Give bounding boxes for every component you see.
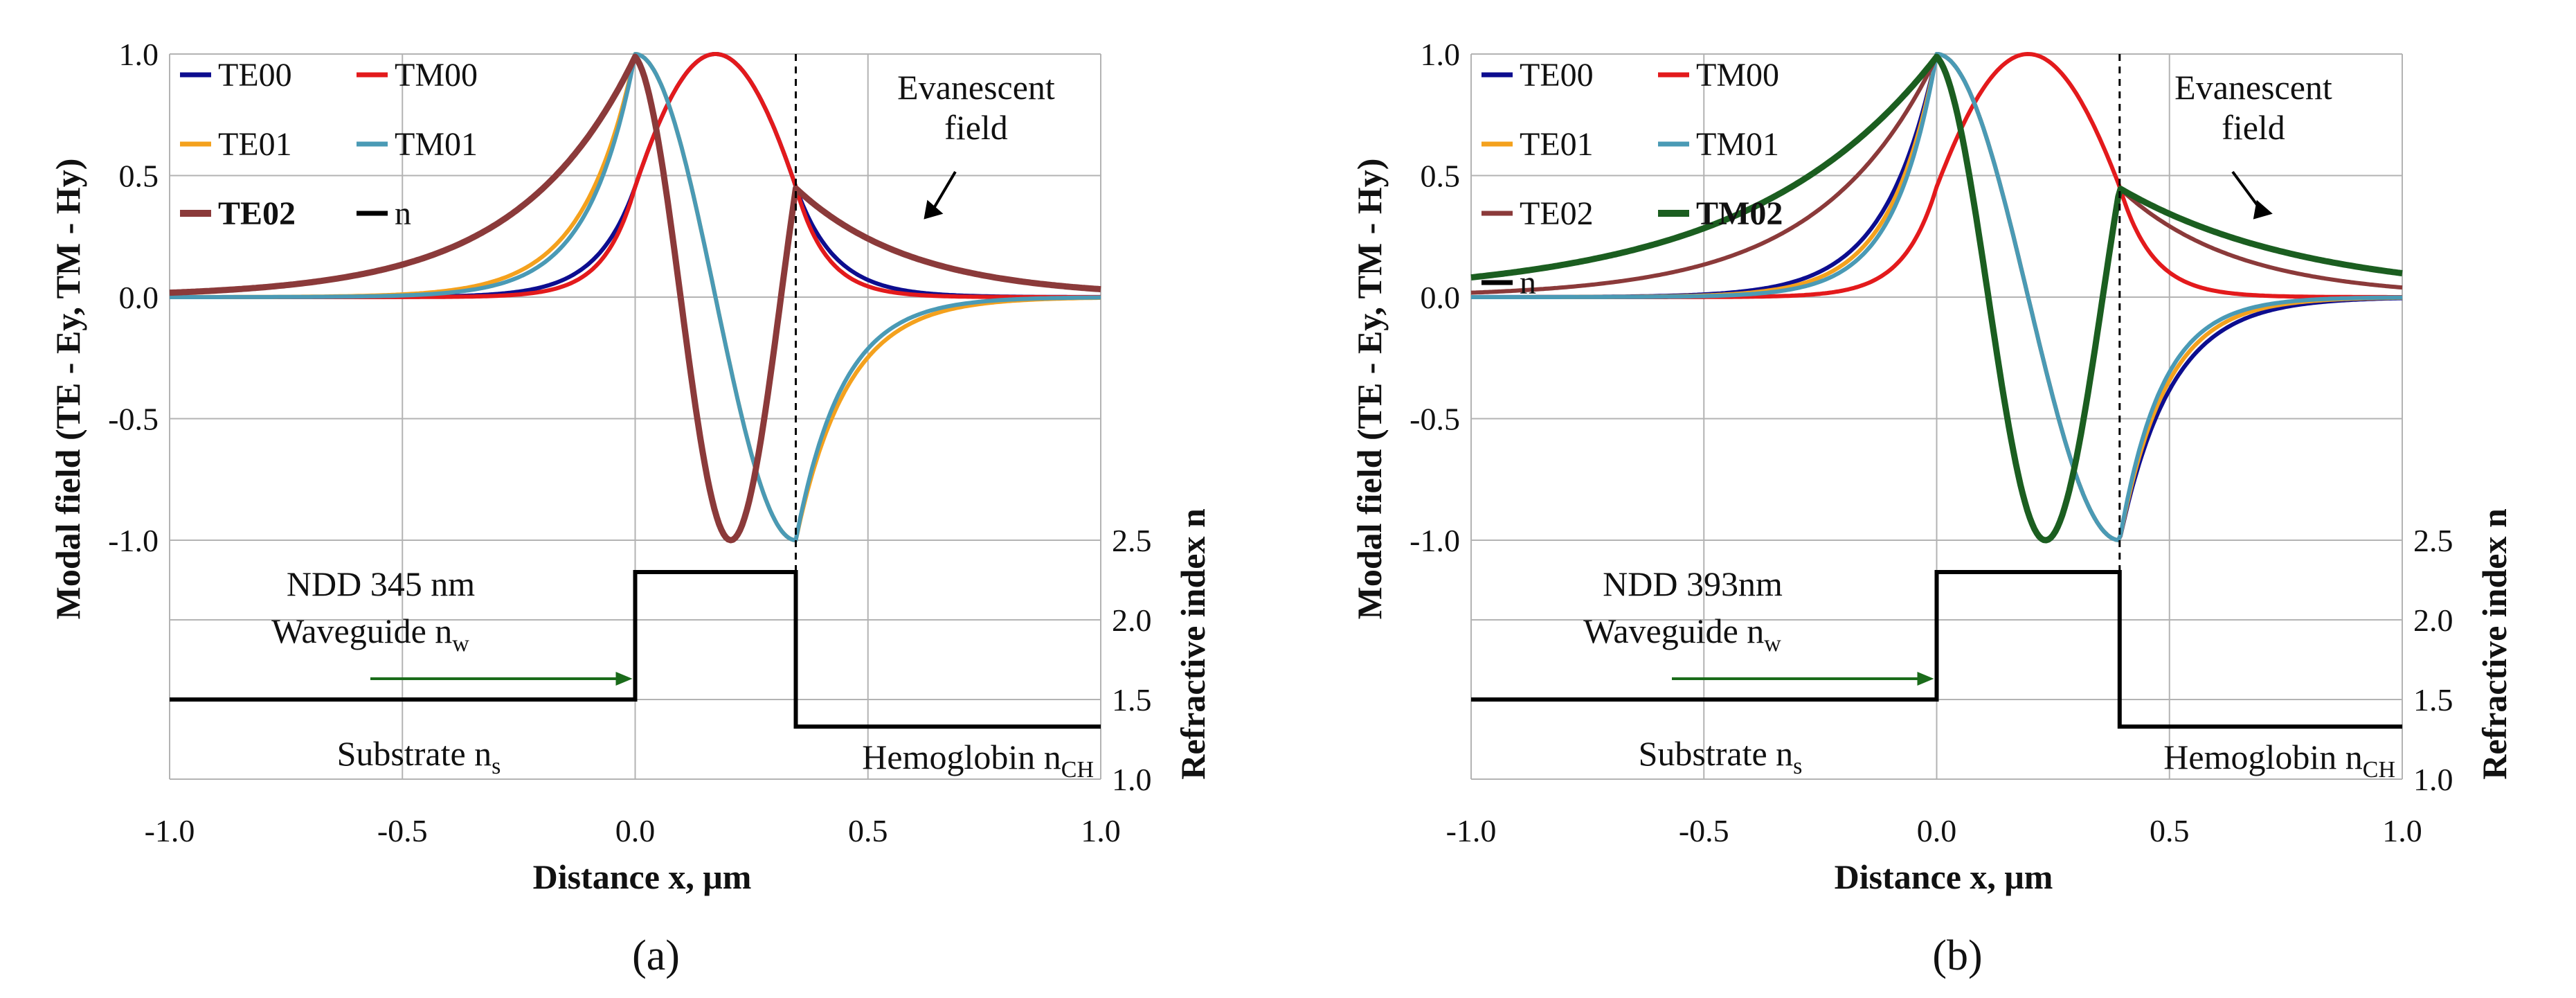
substrate-label: Substrate ns [1639, 734, 1803, 779]
series-line-tm02 [1470, 53, 2404, 544]
legend-label-tm01: TM01 [395, 126, 478, 163]
y2-axis-label: Refractive index n [2475, 508, 2514, 780]
ndd-label: NDD 393nm [1603, 564, 1783, 603]
y2-tick-label: 2.5 [2413, 523, 2453, 558]
hemoglobin-subscript: CH [2363, 757, 2395, 783]
evanescent-annotation: Evanescent field [897, 68, 1055, 220]
evanescent-label-line: Evanescent [897, 68, 1055, 107]
ndd-label: NDD 345 nm [287, 564, 475, 603]
y-axis-label: Modal field (TE - Ey, TM - Hy) [1350, 159, 1389, 620]
evanescent-label-line: Evanescent [2174, 68, 2332, 107]
waveguide-subscript: w [452, 631, 469, 657]
evanescent-label-line: field [2222, 108, 2285, 147]
waveguide-label: Waveguide nw [271, 612, 469, 657]
evanescent-label: Evanescent field [897, 68, 1055, 147]
y-tick-label: 0.5 [119, 159, 159, 194]
legend-label-te02: TE02 [218, 195, 296, 232]
evanescent-annotation: Evanescent field [2174, 68, 2332, 220]
substrate-label: Substrate ns [337, 734, 501, 779]
chart-panel-a: -1.0 -0.5 0.0 0.5 1.0 1.0 0.5 0.0 -0.5 -1.0 2.5 2.0… [48, 37, 1212, 979]
x-axis-label: Distance x, μm [533, 857, 752, 896]
y-tick-label: 0.0 [119, 280, 159, 315]
curves [168, 52, 1102, 729]
panel-label: (b) [1932, 932, 1982, 979]
waveguide-subscript: w [1764, 631, 1781, 657]
legend-label-tm00: TM00 [1696, 57, 1779, 93]
legend-label-te00: TE00 [1520, 57, 1594, 93]
hemoglobin-subscript: CH [1061, 757, 1094, 783]
y-axis-label: Modal field (TE - Ey, TM - Hy) [48, 159, 87, 620]
x-tick-label: -1.0 [145, 813, 195, 848]
x-axis-label: Distance x, μm [1835, 857, 2053, 896]
substrate-text: Substrate n [1639, 734, 1794, 773]
legend-label-te00: TE00 [218, 57, 292, 93]
y2-tick-label: 2.0 [2413, 603, 2453, 638]
y2-tick-label: 2.5 [1112, 523, 1152, 558]
y-tick-label: -0.5 [1409, 402, 1460, 437]
y2-tick-label: 1.5 [2413, 682, 2453, 718]
y-tick-label: 0.5 [1421, 159, 1461, 194]
legend-label-tm00: TM00 [395, 57, 478, 93]
legend-label-te01: TE01 [218, 126, 292, 163]
series-line-n [1471, 570, 2402, 729]
x-tick-label: -0.5 [1679, 813, 1729, 848]
y-tick-label: -0.5 [108, 402, 159, 437]
legend-label-te02: TE02 [1520, 195, 1594, 232]
x-tick-label: 0.5 [2150, 813, 2190, 848]
y2-tick-label: 1.0 [2413, 762, 2453, 797]
y2-tick-label: 2.0 [1112, 603, 1152, 638]
x-tick-label: -1.0 [1446, 813, 1497, 848]
legend-label-te01: TE01 [1520, 126, 1594, 163]
waveguide-text: Waveguide n [1583, 612, 1764, 650]
legend-label-n: n [1520, 265, 1536, 301]
waveguide-label: Waveguide nw [1583, 612, 1781, 657]
substrate-text: Substrate n [337, 734, 492, 773]
curves [1470, 52, 2404, 729]
y-tick-label: -1.0 [1409, 523, 1460, 558]
legend-label-n: n [395, 195, 411, 232]
y-tick-label: 0.0 [1421, 280, 1461, 315]
chart-panel-b: -1.0 -0.5 0.0 0.5 1.0 1.0 0.5 0.0 -0.5 -1.0 2.5 2.0… [1350, 37, 2514, 979]
y2-axis-label: Refractive index n [1173, 508, 1212, 780]
panel-label: (a) [632, 932, 680, 979]
substrate-subscript: s [1793, 754, 1802, 779]
evanescent-arrow [930, 170, 957, 212]
evanescent-arrowhead [924, 199, 944, 220]
hemoglobin-label: Hemoglobin nCH [2163, 738, 2395, 783]
legend: TE00 TM00 TE01 TM01 TE02 TM02 n [1481, 57, 1783, 301]
hemoglobin-text: Hemoglobin n [2163, 738, 2362, 776]
waveguide-text: Waveguide n [271, 612, 452, 650]
series-line-n [170, 570, 1101, 729]
legend: TE00 TM00 TE01 TM01 TE02 n [180, 57, 478, 232]
y2-tick-label: 1.0 [1112, 762, 1152, 797]
y-tick-label: -1.0 [108, 523, 159, 558]
y-tick-label: 1.0 [119, 37, 159, 72]
evanescent-label-line: field [944, 108, 1008, 147]
y2-tick-label: 1.5 [1112, 682, 1152, 718]
legend-label-tm01: TM01 [1696, 126, 1779, 163]
x-tick-label: -0.5 [377, 813, 428, 848]
series-line-te02 [168, 53, 1102, 544]
hemoglobin-text: Hemoglobin n [862, 738, 1061, 776]
x-tick-label: 0.5 [848, 813, 888, 848]
waveguide-arrowhead [615, 672, 633, 686]
x-tick-label: 1.0 [1081, 813, 1121, 848]
substrate-subscript: s [492, 754, 501, 779]
hemoglobin-label: Hemoglobin nCH [862, 738, 1094, 783]
x-tick-label: 1.0 [2382, 813, 2422, 848]
x-tick-label: 0.0 [615, 813, 656, 848]
waveguide-arrowhead [1917, 672, 1934, 686]
x-tick-label: 0.0 [1917, 813, 1957, 848]
evanescent-arrowhead [2253, 199, 2273, 220]
y-tick-label: 1.0 [1421, 37, 1461, 72]
legend-label-tm02: TM02 [1696, 195, 1783, 232]
evanescent-label: Evanescent field [2174, 68, 2332, 147]
